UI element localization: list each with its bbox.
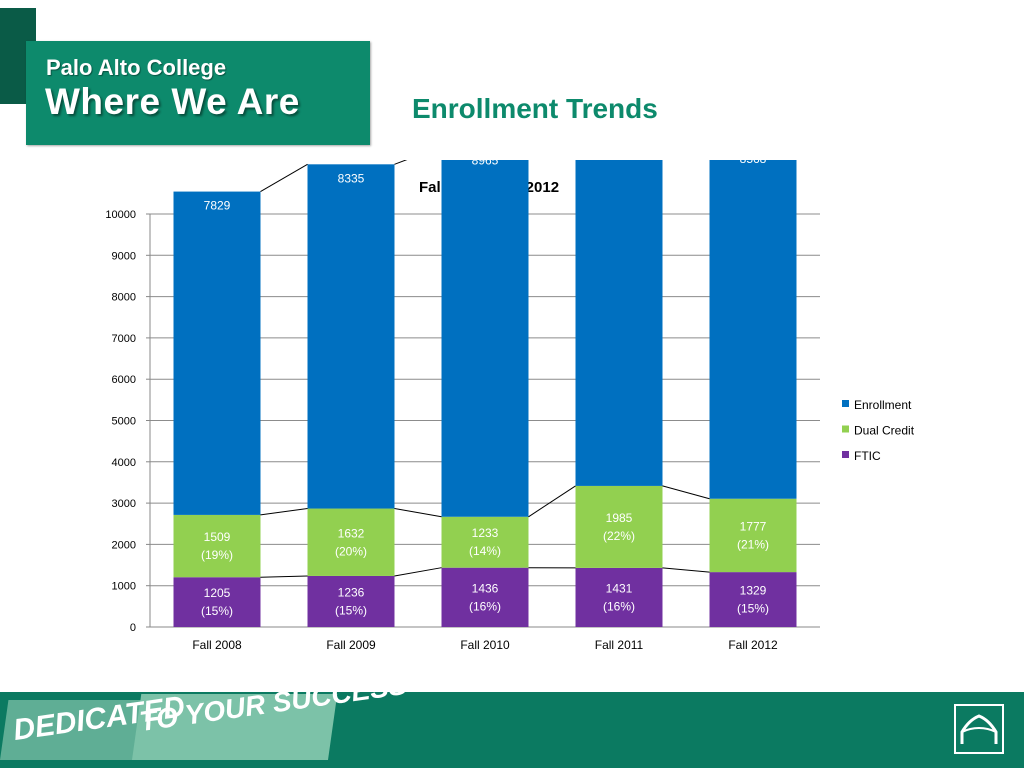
- y-tick-label: 7000: [112, 333, 136, 345]
- y-tick-label: 8000: [112, 292, 136, 304]
- page-title: Enrollment Trends: [412, 93, 658, 124]
- bar-segment: [307, 575, 395, 627]
- bar-segment: [575, 160, 663, 486]
- series-connector-line: [662, 485, 710, 500]
- bar-segment: [173, 191, 261, 515]
- y-tick-label: 4000: [112, 457, 136, 469]
- y-tick-label: 0: [130, 622, 136, 634]
- data-label: 8568: [740, 160, 767, 166]
- bar-segment: [307, 508, 395, 576]
- data-label: 1236 (15%): [335, 585, 367, 617]
- data-label: 8965: [472, 160, 499, 168]
- legend-label: FTIC: [854, 449, 881, 463]
- y-tick-label: 3000: [112, 498, 136, 510]
- series-connector-line: [662, 567, 710, 573]
- data-label: 1509 (19%): [201, 530, 233, 562]
- enrollment-chart: Fall 2008 - Fall 20120100020003000400050…: [105, 160, 915, 652]
- bar-segment: [709, 498, 797, 573]
- bar-segment: [173, 577, 261, 627]
- data-label: 1777 (21%): [737, 519, 769, 551]
- series-connector-line: [528, 485, 576, 518]
- legend-swatch: [842, 400, 849, 407]
- data-label: 1985 (22%): [603, 511, 635, 543]
- x-tick-label: Fall 2011: [595, 638, 644, 652]
- logo-tagline: Where We Are: [45, 81, 300, 122]
- data-label: 1431 (16%): [603, 581, 635, 613]
- data-label: 1233 (14%): [469, 526, 501, 558]
- data-label: 1329 (15%): [737, 584, 769, 616]
- college-emblem-icon: [954, 704, 1004, 754]
- y-tick-label: 6000: [112, 374, 136, 386]
- y-tick-label: 5000: [112, 416, 136, 428]
- series-connector-line: [394, 160, 408, 165]
- bar-segment: [441, 567, 529, 627]
- legend-label: Dual Credit: [854, 424, 915, 438]
- x-tick-label: Fall 2010: [460, 638, 510, 652]
- bar-segment: [441, 516, 529, 568]
- data-label: 1632 (20%): [335, 526, 367, 558]
- college-logo: Palo Alto College Where We Are: [26, 41, 370, 145]
- y-tick-label: 10000: [105, 209, 136, 221]
- series-connector-line: [260, 163, 308, 193]
- series-connector-line: [260, 508, 308, 516]
- data-label: 1205 (15%): [201, 586, 233, 618]
- legend-swatch: [842, 451, 849, 458]
- logo-college-name: Palo Alto College: [46, 55, 227, 80]
- bar-segment: [709, 160, 797, 499]
- bar-segment: [575, 485, 663, 568]
- series-connector-line: [260, 575, 308, 578]
- y-tick-label: 9000: [112, 250, 136, 262]
- bar-segment: [307, 164, 395, 509]
- x-tick-label: Fall 2012: [728, 638, 778, 652]
- y-tick-label: 1000: [112, 581, 136, 593]
- x-tick-label: Fall 2009: [326, 638, 376, 652]
- footer-bar: DEDICATED TO YOUR SUCCESS: [0, 669, 1024, 768]
- series-connector-line: [394, 567, 442, 577]
- data-label: 8335: [338, 171, 365, 185]
- legend-swatch: [842, 425, 849, 433]
- x-tick-label: Fall 2008: [192, 638, 242, 652]
- series-connector-line: [394, 508, 442, 518]
- data-label: 7829: [204, 199, 231, 213]
- bar-segment: [173, 514, 261, 578]
- y-tick-label: 2000: [112, 539, 136, 551]
- bar-segment: [575, 567, 663, 627]
- data-label: 1436 (16%): [469, 581, 501, 613]
- bar-segment: [709, 572, 797, 627]
- bar-segment: [441, 160, 529, 517]
- legend-label: Enrollment: [854, 398, 912, 412]
